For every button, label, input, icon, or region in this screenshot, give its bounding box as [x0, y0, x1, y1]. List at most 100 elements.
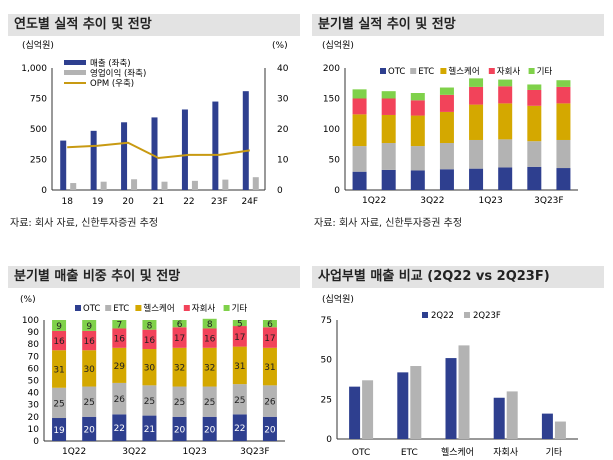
stack-segment-헬스케어: [52, 350, 67, 388]
legend-label: 기타: [537, 67, 553, 77]
x-tick-label: 1Q23: [182, 447, 206, 457]
bar-2q22: [349, 386, 361, 439]
data-label: 16: [83, 337, 95, 347]
stack-segment-otc: [112, 414, 127, 441]
bar-2q23f: [506, 391, 518, 439]
stack-segment-etc: [112, 382, 127, 415]
data-label: 26: [264, 398, 276, 408]
bar-sales: [242, 91, 249, 190]
y-tick-label: 30: [28, 401, 40, 411]
stack-segment-기타: [82, 320, 97, 331]
bar-sales: [90, 130, 97, 190]
legend-label: 헬스케어: [448, 66, 479, 77]
data-label: 6: [267, 320, 273, 330]
stack-segment-기타: [352, 89, 367, 99]
stack-segment-etc: [82, 386, 97, 417]
stack-segment-기타: [202, 318, 217, 329]
x-tick-label: 18: [61, 197, 73, 207]
legend-swatch: [528, 68, 535, 74]
data-label: 16: [144, 336, 156, 346]
stack-segment-otc: [172, 416, 187, 441]
legend-label: OPM (우축): [90, 79, 134, 89]
bar-sales: [121, 122, 128, 190]
stack-segment-자회사: [142, 329, 157, 350]
x-tick-label: 1Q22: [362, 196, 386, 206]
legend-label: 기타: [232, 304, 248, 314]
y-tick-label: 0: [33, 437, 39, 447]
stack-segment-otc: [52, 418, 67, 441]
data-label: 8: [147, 321, 153, 331]
stack-segment-etc: [469, 139, 484, 169]
quarterly-unit: (십억원): [322, 39, 354, 51]
stack-segment-otc: [527, 166, 542, 190]
legend-swatch: [105, 305, 112, 311]
data-label: 32: [174, 364, 185, 374]
y-tick-label: 50: [28, 377, 40, 387]
data-label: 20: [204, 425, 216, 435]
bar-operating-profit: [222, 179, 229, 190]
stack-segment-기타: [52, 320, 67, 331]
y-tick-label: 50: [329, 156, 341, 166]
mix-unit: (%): [20, 295, 36, 305]
data-label: 7: [116, 321, 122, 331]
y-tick-label: 25: [321, 395, 332, 405]
x-tick-label: 3Q23F: [534, 196, 563, 206]
y2-tick-label: 0: [277, 186, 283, 196]
legend-label: 영업이익 (좌축): [90, 68, 146, 79]
stack-segment-헬스케어: [202, 347, 217, 387]
stack-segment-기타: [172, 320, 187, 328]
data-label: 9: [86, 322, 92, 332]
stack-segment-etc: [410, 146, 425, 171]
y-tick-label: 100: [22, 316, 39, 326]
annual-chart-title: 연도별 실적 추이 및 전망: [8, 14, 300, 36]
quarterly-chart: 0 50 100 150 200 1Q22 3Q22 1Q23 3Q23F OTC ETC 헬스케어 자…: [323, 64, 578, 206]
stack-segment-자회사: [172, 327, 187, 348]
annual-right-unit: (%): [272, 41, 288, 51]
bar-2q22: [541, 413, 553, 439]
bar-2q23f: [458, 345, 470, 439]
data-label: 17: [234, 333, 245, 343]
stack-segment-헬스케어: [352, 114, 367, 147]
stack-segment-기타: [469, 78, 484, 87]
y-tick-label: 40: [28, 389, 40, 399]
bar-operating-profit: [252, 177, 259, 190]
y2-tick-label: 10: [277, 156, 289, 166]
stack-segment-자회사: [262, 327, 277, 348]
stack-segment-etc: [232, 384, 247, 415]
data-label: 31: [264, 363, 275, 373]
x-tick-label: 19: [92, 197, 104, 207]
quarterly-source-note: 자료: 회사 자료, 신한투자증권 추정: [314, 218, 463, 229]
stack-segment-otc: [410, 170, 425, 190]
data-label: 25: [53, 399, 64, 409]
stack-segment-헬스케어: [232, 346, 247, 385]
stack-segment-etc: [142, 385, 157, 416]
bar-2q22: [397, 372, 409, 439]
stack-segment-otc: [352, 171, 367, 190]
data-label: 25: [144, 397, 155, 407]
stack-segment-헬스케어: [381, 114, 396, 144]
data-label: 16: [114, 335, 126, 345]
legend-label: OTC: [83, 304, 100, 314]
y-tick-label: 60: [28, 364, 40, 374]
x-tick-label: 22: [183, 197, 194, 207]
stack-segment-etc: [172, 386, 187, 417]
data-label: 8: [207, 320, 213, 330]
stack-segment-헬스케어: [556, 103, 571, 140]
stack-segment-otc: [82, 416, 97, 441]
y-tick-label: 1,000: [21, 64, 47, 74]
x-tick-label: 20: [122, 197, 134, 207]
data-label: 5: [237, 320, 243, 330]
legend-swatch: [183, 305, 190, 311]
data-label: 25: [234, 396, 245, 406]
stack-segment-헬스케어: [172, 347, 187, 387]
stack-segment-자회사: [202, 328, 217, 348]
x-tick-label: ETC: [401, 448, 418, 458]
y-tick-label: 80: [28, 340, 40, 350]
x-tick-label: 3Q22: [420, 196, 444, 206]
data-label: 17: [174, 334, 185, 344]
legend-label: ETC: [418, 67, 434, 77]
bar-sales: [212, 101, 219, 190]
y-tick-label: 0: [334, 186, 340, 196]
stack-segment-etc: [498, 139, 513, 168]
legend-swatch: [422, 312, 428, 318]
